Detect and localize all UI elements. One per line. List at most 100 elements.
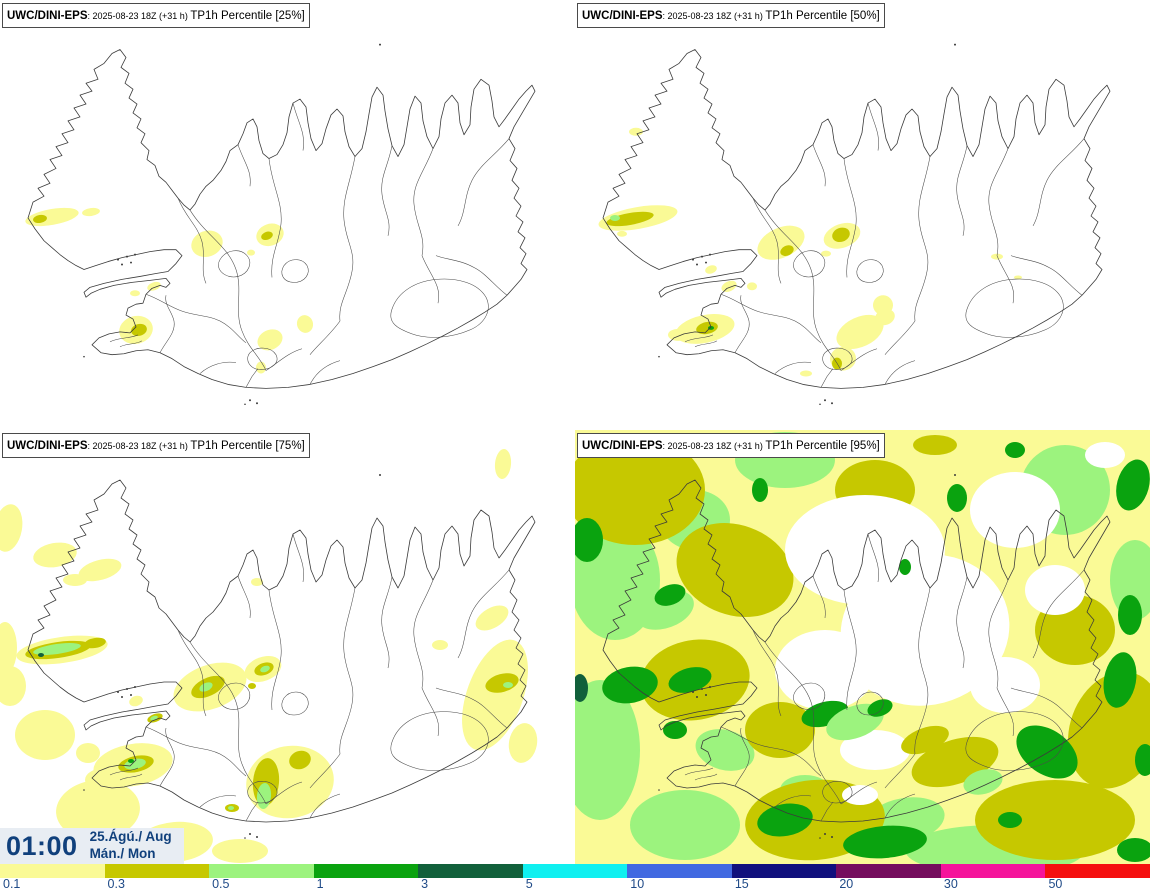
precip-patch: [656, 208, 676, 218]
precip-patch: [840, 730, 910, 770]
precip-patch: [33, 643, 81, 655]
precip-patch: [998, 812, 1022, 828]
precip-patch: [1005, 442, 1025, 458]
precip-patch: [1116, 459, 1150, 511]
precip-patch: [228, 806, 234, 810]
precip-patch: [289, 750, 311, 770]
colorbar-segment: [627, 864, 732, 878]
panel-title: UWC/DINI-EPS: 2025-08-23 18Z (+31 h) TP1…: [577, 433, 885, 458]
panel-title: UWC/DINI-EPS: 2025-08-23 18Z (+31 h) TP1…: [2, 433, 310, 458]
time-box: 01:00 25.Ágú./ Aug Mán./ Mon: [0, 828, 184, 864]
colorbar-tick: 10: [630, 877, 645, 891]
precip-patches: [575, 430, 1150, 864]
precip-patch: [494, 449, 512, 479]
precip-patch: [575, 674, 588, 702]
precip-patch: [1135, 744, 1150, 776]
precip-patch: [663, 721, 687, 739]
colorbar-segment: [0, 864, 105, 878]
precip-patch: [843, 825, 927, 859]
precip-patch: [131, 323, 147, 337]
precip-patch: [475, 605, 509, 631]
precip-patch: [130, 290, 140, 297]
colorbar-tick: 50: [1048, 877, 1063, 891]
precip-patch: [629, 127, 643, 136]
precip-patch: [721, 280, 737, 292]
colorbar-segment: [836, 864, 941, 878]
precip-patch: [963, 769, 1003, 795]
precip-patch: [842, 785, 878, 805]
precip-patch: [970, 472, 1060, 548]
colorbar-tick: 20: [839, 877, 854, 891]
precip-patch: [63, 574, 87, 586]
run-info: : 2025-08-23 18Z (+31 h): [87, 11, 191, 21]
precip-patch: [1016, 725, 1078, 779]
iceland-map-95: [575, 430, 1150, 864]
precip-patch: [668, 667, 712, 693]
field-label: TP1h Percentile [95%]: [765, 440, 880, 452]
precip-patches: [0, 449, 538, 863]
precip-patch: [56, 779, 140, 841]
precip-patch: [296, 315, 314, 333]
precip-patch: [836, 314, 884, 349]
precip-patch: [15, 710, 75, 760]
precip-patch: [1025, 565, 1085, 615]
field-label: TP1h Percentile [75%]: [190, 440, 305, 452]
precip-patch: [82, 207, 100, 217]
date-line-1: 25.Ágú./ Aug: [89, 829, 172, 845]
precip-patch: [508, 723, 538, 763]
colorbar-tick: 5: [525, 877, 533, 891]
precip-patch: [610, 215, 620, 221]
precip-patch: [0, 504, 23, 552]
precip-patch: [129, 695, 143, 707]
precip-patch: [832, 227, 850, 243]
precip-patch: [630, 790, 740, 860]
precip-patch: [752, 478, 768, 502]
date-line-2: Mán./ Mon: [89, 846, 156, 861]
colorbar-segment: [940, 864, 1046, 878]
precip-patch: [76, 743, 100, 763]
model-name: UWC/DINI-EPS: [7, 440, 88, 452]
precip-patch: [256, 783, 272, 809]
precip-patch: [575, 435, 705, 545]
precip-patch: [757, 225, 805, 260]
precip-patch: [602, 666, 658, 704]
precip-patch: [251, 578, 263, 586]
precip-patch: [757, 803, 813, 837]
time-value: 01:00: [6, 830, 78, 861]
precip-patch: [212, 839, 268, 863]
precip-patch: [1110, 540, 1150, 620]
precip-patch: [1103, 652, 1137, 708]
precip-patch: [128, 759, 134, 763]
colorbar-segment: [104, 864, 210, 878]
precip-patch: [606, 211, 654, 227]
map-panel-25: UWC/DINI-EPS: 2025-08-23 18Z (+31 h) TP1…: [0, 0, 575, 430]
precip-patch: [191, 230, 223, 257]
precip-patch: [247, 249, 255, 256]
precip-patch: [745, 702, 815, 758]
precip-patch: [975, 780, 1135, 860]
colorbar-segments: [0, 864, 1150, 878]
run-info: : 2025-08-23 18Z (+31 h): [87, 441, 191, 451]
precip-patch: [38, 653, 44, 657]
precip-patch: [991, 253, 1003, 260]
precip-patch: [260, 665, 270, 673]
precip-patch: [503, 682, 513, 688]
precip-patch: [25, 207, 79, 227]
precip-patch: [970, 657, 1040, 713]
precip-patch: [780, 245, 794, 257]
field-label: TP1h Percentile [25%]: [190, 10, 305, 22]
date-lines: 25.Ágú./ Aug Mán./ Mon: [90, 829, 172, 863]
model-name: UWC/DINI-EPS: [582, 440, 663, 452]
colorbar-segment: [731, 864, 837, 878]
precip-patch: [840, 554, 1010, 706]
precip-patch: [867, 699, 893, 717]
colorbar-tick: 0.3: [107, 877, 125, 891]
map-panel-95: UWC/DINI-EPS: 2025-08-23 18Z (+31 h) TP1…: [575, 430, 1150, 864]
panel-title: UWC/DINI-EPS: 2025-08-23 18Z (+31 h) TP1…: [2, 3, 310, 28]
colorbar-tick: 0.5: [212, 877, 230, 891]
colorbar-segment: [522, 864, 628, 878]
colorbar-segment: [209, 864, 314, 878]
map-grid: UWC/DINI-EPS: 2025-08-23 18Z (+31 h) TP1…: [0, 0, 1150, 864]
iceland-outline: [602, 43, 1111, 406]
precip-patch: [899, 559, 911, 575]
